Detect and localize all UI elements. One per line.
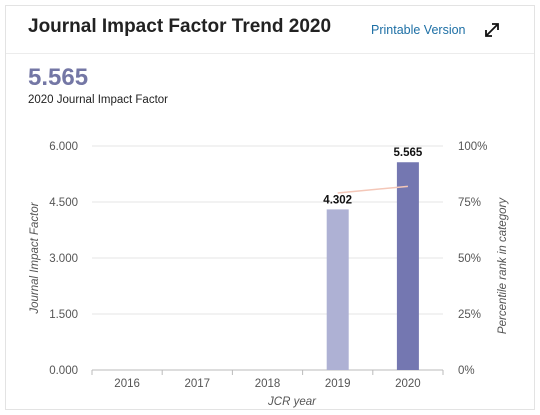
card-header: Journal Impact Factor Trend 2020 Printab… bbox=[6, 6, 534, 54]
y-axis-title: Journal Impact Factor bbox=[29, 201, 41, 314]
expand-icon[interactable] bbox=[482, 20, 502, 40]
bar-2019 bbox=[326, 209, 349, 370]
y-tick-label: 3.000 bbox=[49, 253, 78, 265]
chart-gridlines bbox=[91, 145, 444, 375]
y-tick-label: 6.000 bbox=[49, 141, 78, 153]
jif-trend-card: Journal Impact Factor Trend 2020 Printab… bbox=[5, 5, 535, 410]
y2-tick-label: 75% bbox=[458, 197, 481, 209]
percentile-series-line bbox=[337, 185, 408, 194]
chart-data-labels: 4.302 5.565 bbox=[323, 147, 423, 206]
card-title: Journal Impact Factor Trend 2020 bbox=[28, 16, 332, 37]
y2-tick-label: 0% bbox=[458, 365, 475, 377]
x-tick-label: 2018 bbox=[255, 378, 281, 390]
data-label-2020: 5.565 bbox=[394, 147, 423, 159]
y2-tick-label: 50% bbox=[458, 253, 481, 265]
x-tick-label: 2016 bbox=[114, 378, 140, 390]
chart-ticks: 0.000 0% 1.500 25% 3.000 50% 4.500 75% 6.000 100%… bbox=[49, 141, 487, 390]
printable-version-link[interactable]: Printable Version bbox=[371, 23, 466, 37]
y-tick-label: 1.500 bbox=[49, 309, 78, 321]
y-tick-label: 0.000 bbox=[49, 365, 78, 377]
x-axis-title: JCR year bbox=[267, 396, 317, 408]
impact-factor-label: 2020 Journal Impact Factor bbox=[28, 94, 168, 106]
x-tick-label: 2017 bbox=[185, 378, 211, 390]
data-label-2019: 4.302 bbox=[323, 194, 352, 206]
y2-tick-label: 100% bbox=[458, 141, 487, 153]
x-tick-label: 2020 bbox=[395, 378, 421, 390]
x-tick-label: 2019 bbox=[325, 378, 351, 390]
y-tick-label: 4.500 bbox=[49, 197, 78, 209]
impact-factor-value: 5.565 bbox=[28, 64, 89, 91]
percentile-line bbox=[337, 185, 408, 194]
expand-arrows-icon bbox=[485, 23, 499, 37]
y2-axis-title: Percentile rank in category bbox=[497, 197, 509, 334]
chart-bars bbox=[326, 162, 419, 370]
bar-2020 bbox=[396, 162, 419, 370]
y2-tick-label: 25% bbox=[458, 309, 481, 321]
